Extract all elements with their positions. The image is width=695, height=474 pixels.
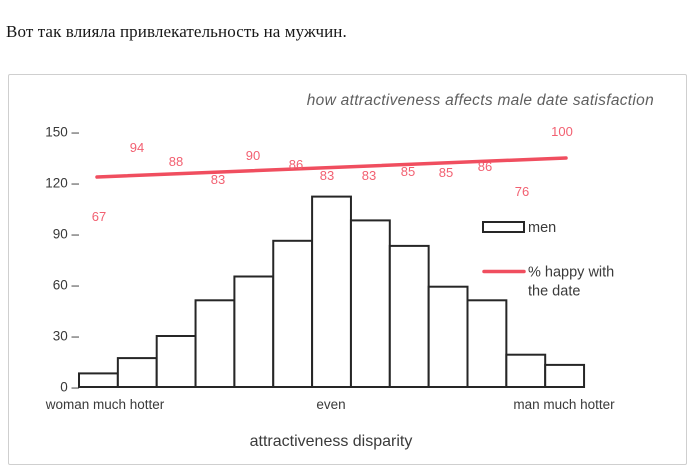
bar (505, 353, 547, 389)
y-tick-label: 60 – (53, 278, 80, 293)
line-value-label: 85 (439, 165, 453, 180)
line-value-label: 86 (289, 157, 303, 172)
bar (233, 275, 275, 388)
bar (311, 195, 352, 388)
legend-bar-label: men (528, 220, 556, 236)
trend-line-group (95, 156, 568, 179)
bar (544, 363, 586, 388)
x-label-woman-much-hotter: woman much hotter (45, 397, 165, 412)
line-value-label: 90 (246, 148, 260, 163)
bar (78, 372, 119, 388)
line-value-labels-group: 67 94 88 83 90 86 83 83 85 85 86 76 100 (92, 124, 573, 224)
y-tick-label: 0 – (60, 380, 79, 395)
bar (427, 285, 469, 388)
line-value-label: 76 (515, 184, 529, 199)
happiness-trend-line (95, 156, 568, 179)
y-tick-label: 30 – (53, 329, 80, 344)
line-value-label: 94 (130, 140, 144, 155)
legend-line-label-line1: % happy with (528, 265, 614, 281)
line-value-label: 83 (320, 168, 334, 183)
legend-line-label-line2: the date (528, 284, 580, 300)
line-value-label: 86 (478, 159, 492, 174)
line-value-label: 85 (401, 164, 415, 179)
bar (466, 299, 508, 388)
line-value-label: 100 (551, 124, 573, 139)
bar (155, 335, 197, 388)
chart-card: how attractiveness affects male date sat… (8, 74, 687, 465)
x-label-man-much-hotter: man much hotter (513, 397, 615, 412)
chart-plot: how attractiveness affects male date sat… (45, 92, 654, 450)
chart-title: how attractiveness affects male date sat… (307, 92, 654, 109)
bar (272, 239, 314, 388)
y-tick-label: 90 – (53, 227, 80, 242)
line-value-label: 88 (169, 154, 183, 169)
y-axis-ticks-group: 0 – 30 – 60 – 90 – 120 – 150 – (45, 125, 79, 395)
x-axis-title: attractiveness disparity (250, 433, 413, 450)
line-value-label: 83 (211, 172, 225, 187)
x-label-even: even (316, 397, 345, 412)
bar (388, 244, 430, 388)
bar (194, 299, 236, 388)
caption-text: Вот так влияла привлекательность на мужч… (6, 22, 347, 41)
bars-group (78, 195, 586, 389)
y-tick-label: 150 – (45, 125, 79, 140)
line-value-label: 83 (362, 168, 376, 183)
y-tick-label: 120 – (45, 176, 79, 191)
legend-bar-swatch (482, 221, 525, 233)
bar (349, 219, 391, 388)
bar (116, 357, 158, 389)
line-value-label: 67 (92, 209, 106, 224)
